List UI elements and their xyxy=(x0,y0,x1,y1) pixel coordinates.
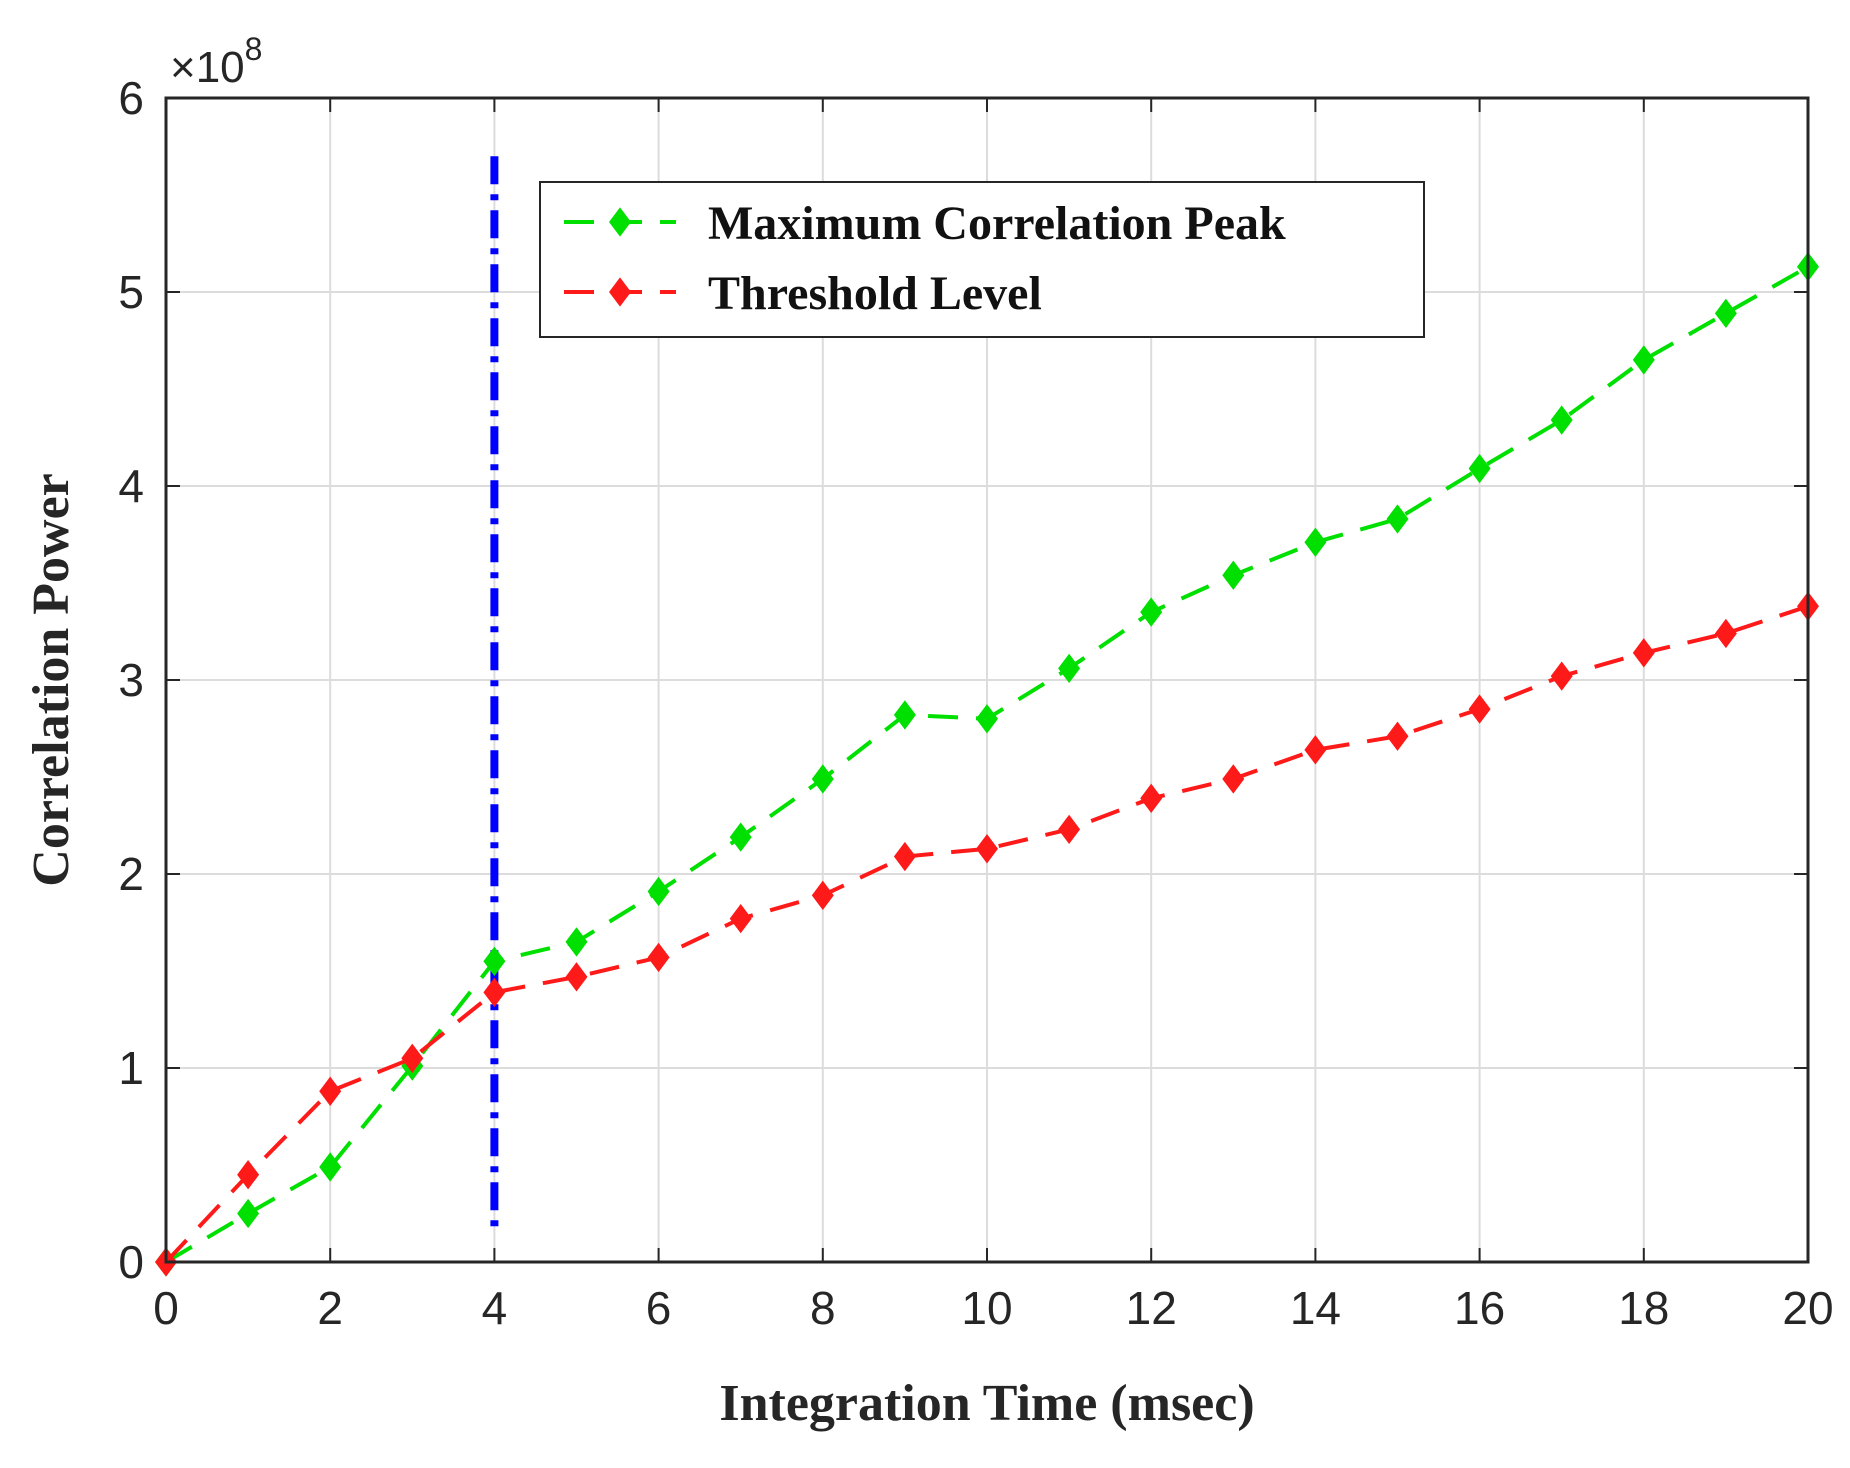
data-point xyxy=(729,903,752,934)
series-line-1 xyxy=(164,604,1809,1264)
data-point xyxy=(647,876,670,907)
data-point xyxy=(1714,298,1737,329)
data-point xyxy=(483,977,506,1008)
legend-item-1: Threshold Level xyxy=(564,267,1042,320)
data-point xyxy=(1386,504,1409,534)
data-point xyxy=(893,841,916,872)
data-point xyxy=(401,1043,424,1073)
x-tick-label: 2 xyxy=(317,1282,343,1334)
y-tick-label: 1 xyxy=(118,1042,144,1094)
legend-label: Maximum Correlation Peak xyxy=(708,197,1286,250)
legend-label: Threshold Level xyxy=(708,267,1042,320)
y-axis-title: Correlation Power xyxy=(23,473,80,886)
data-point xyxy=(976,704,998,734)
x-tick-label: 10 xyxy=(961,1282,1012,1334)
svg-text:×108: ×108 xyxy=(170,31,262,92)
data-point xyxy=(1304,735,1327,765)
data-point xyxy=(1550,661,1573,691)
y-tick-label: 3 xyxy=(118,654,144,706)
data-point xyxy=(565,962,588,992)
x-tick-label: 0 xyxy=(153,1282,179,1334)
data-point xyxy=(319,1152,342,1182)
x-tick-label: 12 xyxy=(1126,1282,1177,1334)
series-1 xyxy=(155,591,1819,1277)
legend-swatch-marker xyxy=(609,277,631,307)
data-point xyxy=(893,700,916,730)
legend: Maximum Correlation Peak Threshold Level xyxy=(539,181,1425,338)
data-point xyxy=(811,880,834,911)
data-point xyxy=(1140,783,1163,814)
data-point xyxy=(976,834,998,864)
data-point xyxy=(1058,814,1081,845)
y-scale-power: 8 xyxy=(245,31,263,67)
data-point xyxy=(1468,453,1491,484)
x-tick-label: 14 xyxy=(1290,1282,1341,1334)
data-point xyxy=(1632,638,1655,668)
data-point xyxy=(1140,597,1163,627)
data-point xyxy=(811,764,834,794)
legend-swatch-marker xyxy=(609,207,631,237)
y-scale-exponent: ×108 xyxy=(170,31,262,92)
y-tick-label: 0 xyxy=(118,1236,144,1288)
data-point xyxy=(1222,560,1245,590)
y-tick-label: 2 xyxy=(118,848,144,900)
y-tick-label: 6 xyxy=(118,72,144,124)
series-0 xyxy=(155,252,1819,1277)
x-tick-label: 18 xyxy=(1618,1282,1669,1334)
legend-box xyxy=(539,181,1425,338)
series-layer xyxy=(155,252,1819,1277)
data-point xyxy=(1386,721,1409,751)
x-tick-label: 16 xyxy=(1454,1282,1505,1334)
x-tick-label: 20 xyxy=(1782,1282,1833,1334)
data-point xyxy=(1222,764,1245,794)
data-point xyxy=(647,942,670,973)
data-point xyxy=(1304,527,1327,557)
x-tick-label: 4 xyxy=(482,1282,508,1334)
y-scale-base: ×10 xyxy=(170,43,245,92)
legend-item-0: Maximum Correlation Peak xyxy=(564,197,1286,250)
x-tick-label: 6 xyxy=(646,1282,672,1334)
data-point xyxy=(1058,653,1081,684)
data-point xyxy=(1468,694,1491,724)
x-axis-title: Integration Time (msec) xyxy=(719,1375,1254,1432)
data-point xyxy=(565,927,588,957)
data-point xyxy=(483,946,506,976)
data-point xyxy=(237,1198,260,1229)
data-point xyxy=(319,1076,342,1106)
data-point xyxy=(729,822,752,852)
x-tick-label: 8 xyxy=(810,1282,836,1334)
data-point xyxy=(1550,405,1573,435)
y-tick-label: 4 xyxy=(118,460,144,512)
data-point xyxy=(237,1160,260,1190)
data-point xyxy=(1714,618,1737,649)
data-point xyxy=(1632,345,1655,375)
y-tick-label: 5 xyxy=(118,266,144,318)
